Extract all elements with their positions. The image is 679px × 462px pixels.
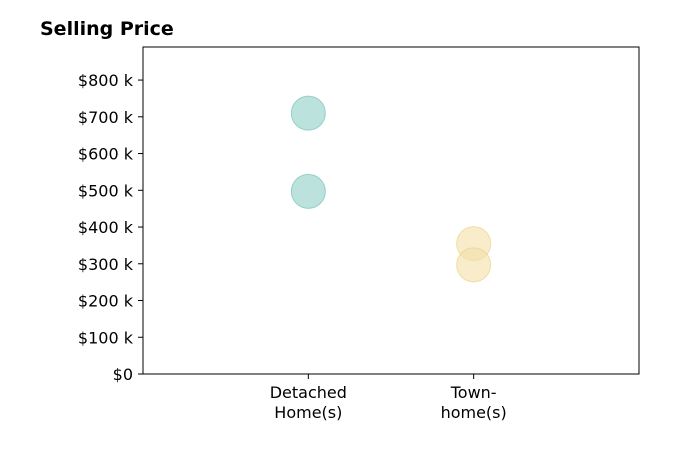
y-tick-label-6: $600 k <box>78 145 134 164</box>
y-tick-label-4: $400 k <box>78 218 134 237</box>
axes: $0 $100 k $200 k $300 k $400 k $500 k $600 k $7… <box>78 71 507 422</box>
y-tick-label-2: $200 k <box>78 292 134 311</box>
y-tick-label-7: $700 k <box>78 108 134 127</box>
y-tick-label-1: $100 k <box>78 328 134 347</box>
plot-frame <box>142 46 640 375</box>
data-point-1-1 <box>456 247 492 283</box>
x-tick-label-1-line-1: home(s) <box>441 403 507 422</box>
x-tick-label-1-line-0: Town- <box>450 383 497 402</box>
data-points <box>290 95 492 283</box>
y-tick-label-8: $800 k <box>78 71 134 90</box>
data-point-0-1 <box>290 173 326 209</box>
y-tick-label-3: $300 k <box>78 255 134 274</box>
data-point-0-0 <box>290 95 326 131</box>
chart-title: Selling Price <box>40 18 174 40</box>
y-tick-label-5: $500 k <box>78 181 134 200</box>
y-tick-label-0: $0 <box>113 365 133 384</box>
x-tick-label-0-line-0: Detached <box>270 383 347 402</box>
x-tick-label-0-line-1: Home(s) <box>274 403 342 422</box>
